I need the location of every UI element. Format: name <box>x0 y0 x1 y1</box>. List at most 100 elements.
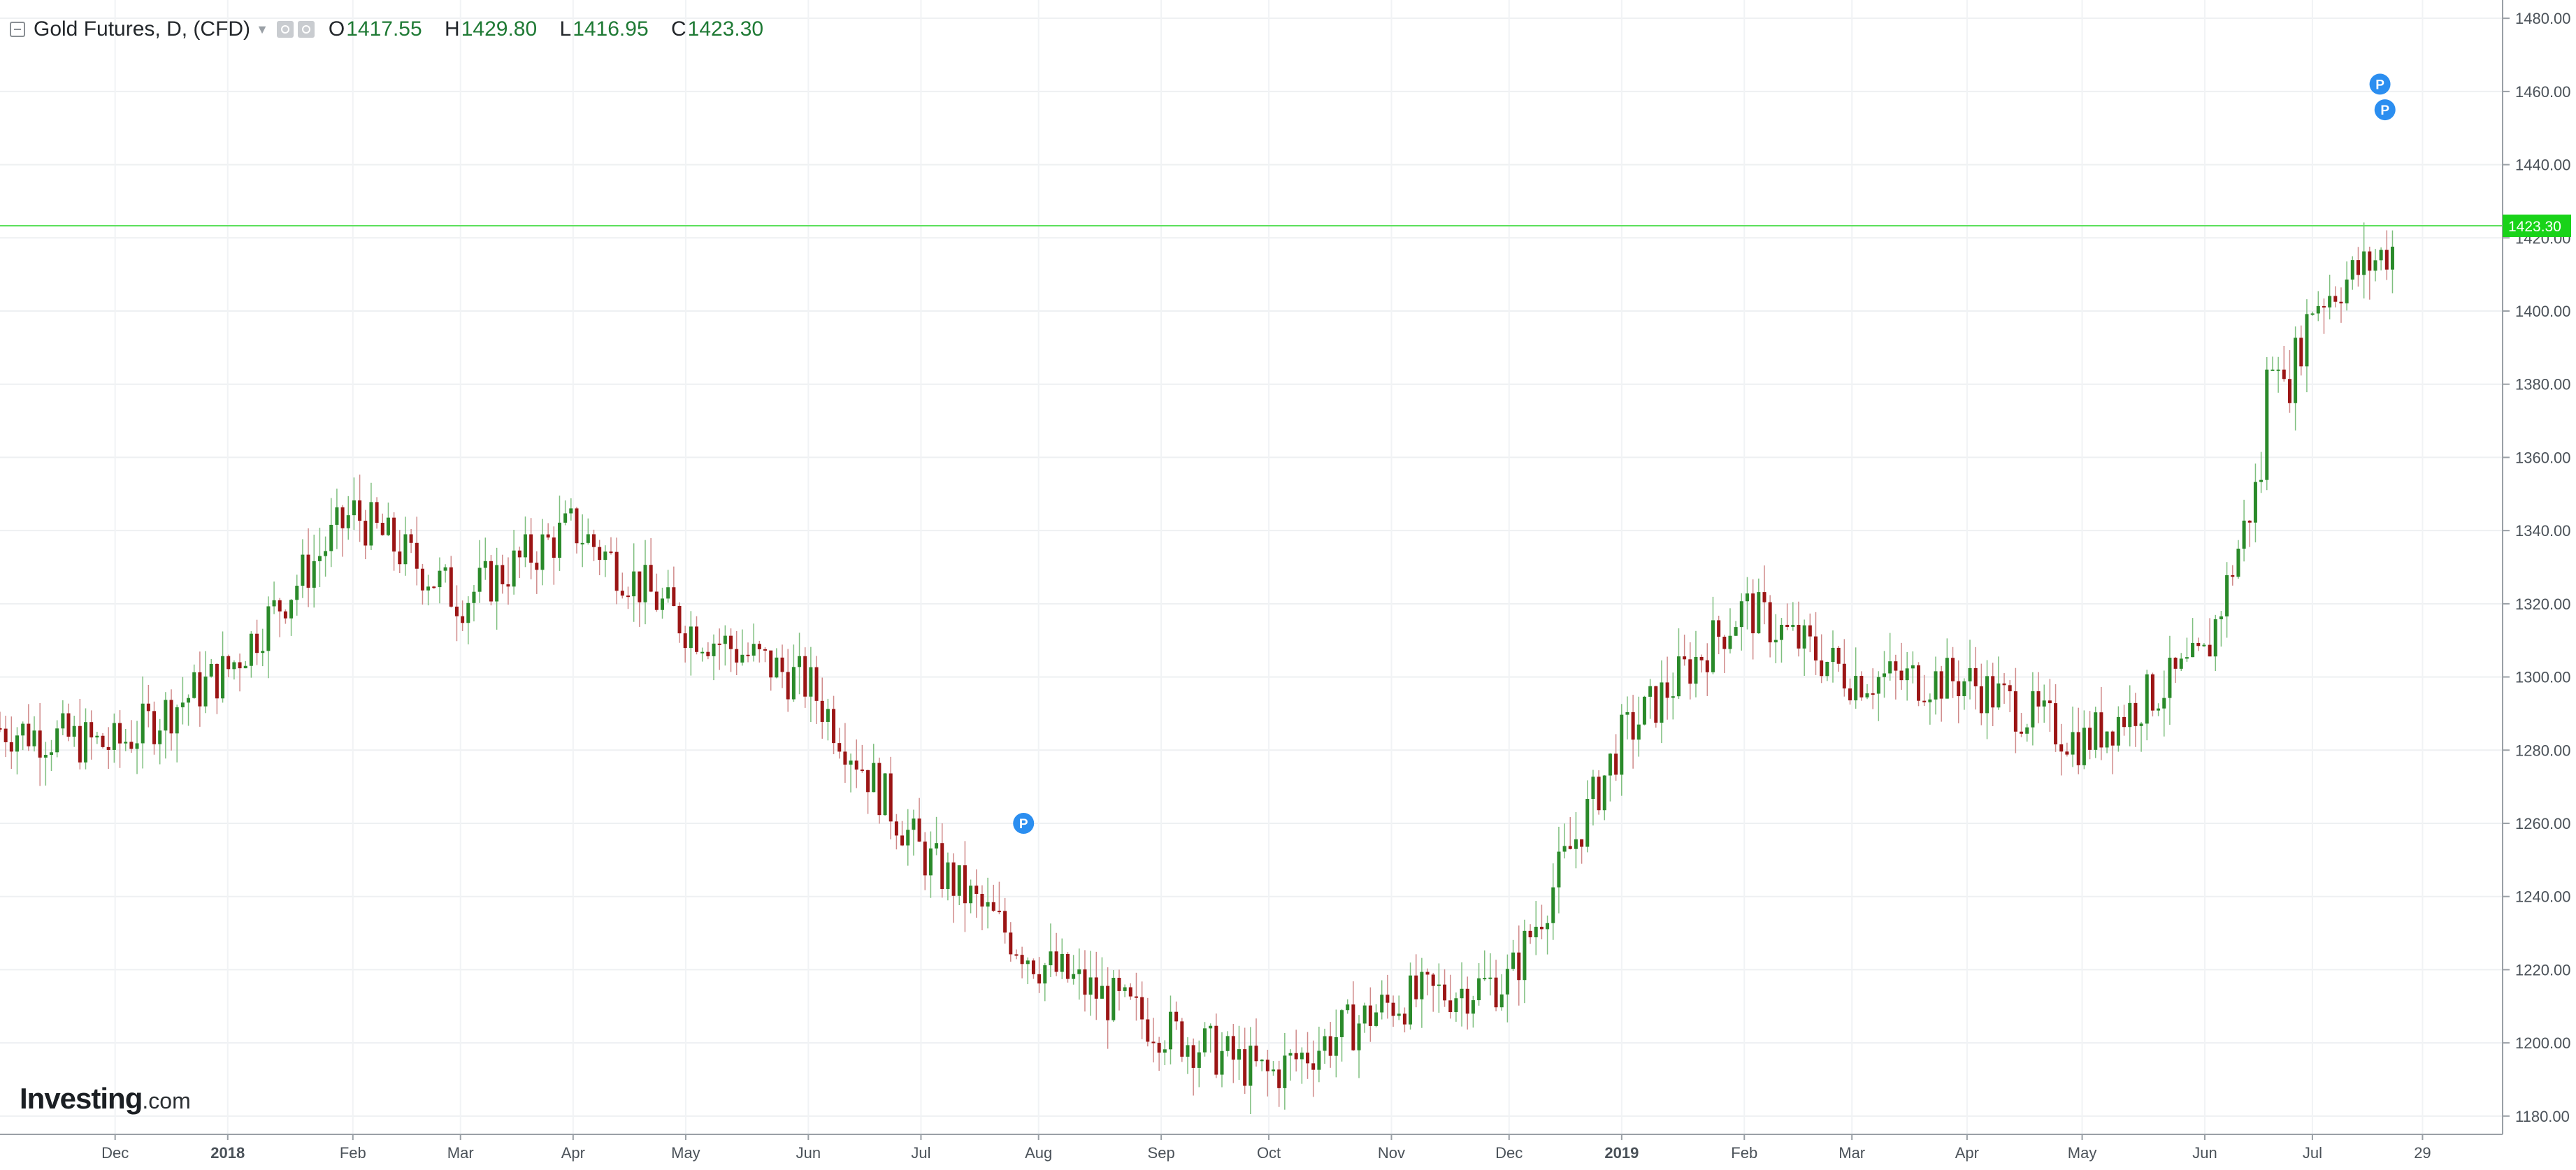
candle-body <box>301 554 305 586</box>
candle-body <box>2162 698 2166 709</box>
candle-body <box>1911 665 1915 669</box>
candle-body <box>1751 593 1755 634</box>
candle-body <box>2265 369 2269 480</box>
candle-body <box>1539 926 1544 930</box>
x-tick-label: Nov <box>1378 1144 1405 1162</box>
candle-body <box>1546 923 1550 930</box>
candle-body <box>775 657 779 678</box>
candle-body <box>1334 1037 1338 1056</box>
candle-body <box>2013 691 2017 732</box>
y-tick-label: 1380.00 <box>2515 376 2571 393</box>
marker-p[interactable]: P <box>1013 812 1035 834</box>
candle-body <box>1785 624 1790 627</box>
candle-body <box>820 700 824 722</box>
candle-body <box>626 595 631 598</box>
candle-body <box>1505 969 1509 995</box>
candle-body <box>1808 625 1812 637</box>
candle-body <box>826 709 830 722</box>
candle-body <box>2373 260 2377 271</box>
candle-body <box>169 700 173 734</box>
candle-body <box>632 571 636 597</box>
candle-body <box>1968 667 1972 681</box>
candle-body <box>1802 625 1806 649</box>
candle-body <box>2082 728 2086 765</box>
candle-body <box>1597 777 1601 811</box>
candle-body <box>2202 644 2206 647</box>
candle-body <box>780 657 784 672</box>
candle-body <box>1654 686 1658 723</box>
marker-p[interactable]: P <box>2369 73 2391 95</box>
candle-body <box>1865 693 1869 698</box>
candle-body <box>1209 1025 1213 1029</box>
candle-body <box>2094 712 2098 750</box>
candle-body <box>620 591 624 596</box>
source-icon[interactable] <box>297 21 315 38</box>
candle-body <box>1734 627 1738 636</box>
candle-body <box>1483 978 1487 980</box>
candle-body <box>1346 1004 1350 1011</box>
candle-body <box>969 886 973 904</box>
candle-body <box>666 587 670 599</box>
marker-label: P <box>2375 78 2384 92</box>
candle-body <box>1717 620 1721 637</box>
candle-body <box>1009 932 1013 955</box>
candle-body <box>1854 676 1858 701</box>
candle-body <box>84 722 88 763</box>
candle-body <box>1431 974 1435 986</box>
y-tick-label: 1280.00 <box>2515 742 2571 759</box>
candle-body <box>3 728 8 742</box>
candle-body <box>563 513 568 523</box>
candle-body <box>1642 696 1646 725</box>
candle-body <box>1094 977 1098 999</box>
candle-body <box>1294 1053 1298 1060</box>
settings-icon[interactable] <box>276 21 294 38</box>
markers[interactable]: PPP <box>1013 73 2396 834</box>
candle-body <box>2179 658 2183 669</box>
candle-body <box>1191 1045 1195 1068</box>
candle-body <box>95 735 99 738</box>
marker-p[interactable]: P <box>2374 99 2396 121</box>
candle-body <box>2059 744 2064 752</box>
candle-body <box>2322 305 2326 308</box>
collapse-icon[interactable] <box>10 22 25 37</box>
candle-body <box>1825 662 1829 677</box>
candle-body <box>1374 1012 1379 1026</box>
candle-body <box>1494 977 1498 1008</box>
x-tick-label: 2018 <box>210 1144 245 1162</box>
candle-body <box>358 500 362 521</box>
y-tick-label: 1340.00 <box>2515 522 2571 540</box>
instrument-title[interactable]: Gold Futures, D, (CFD) <box>34 17 251 41</box>
candle-body <box>2134 702 2138 726</box>
candle-body <box>1225 1036 1230 1051</box>
x-tick-label: Apr <box>1955 1144 1979 1162</box>
candle-body <box>1939 671 1943 699</box>
candle-body <box>786 672 790 700</box>
candle-body <box>27 723 31 746</box>
candle-body <box>1420 972 1424 999</box>
candle-body <box>1894 661 1898 671</box>
candle-body <box>2253 482 2257 523</box>
candle-body <box>683 633 687 649</box>
candle-body <box>1791 625 1795 627</box>
candle-body <box>1106 985 1110 1020</box>
logo-brand: Investing <box>20 1082 143 1115</box>
candle-body <box>529 534 533 563</box>
candle-body <box>1460 988 1464 999</box>
candle-body <box>2368 251 2372 271</box>
candle-body <box>2219 616 2223 620</box>
candle-body <box>2008 685 2012 692</box>
candle-body <box>2356 260 2360 275</box>
investing-logo[interactable]: Investing.com <box>20 1082 191 1115</box>
chevron-down-icon[interactable]: ▼ <box>256 22 268 36</box>
candle-body <box>1340 1010 1344 1037</box>
candle-body <box>1243 1049 1247 1086</box>
candle-body <box>272 600 276 607</box>
candle-body <box>1254 1046 1258 1062</box>
candle-body <box>1351 1004 1355 1050</box>
candle-body <box>643 565 647 602</box>
candle-body <box>141 703 145 744</box>
candle-body <box>1888 661 1892 674</box>
y-tick-label: 1200.00 <box>2515 1034 2571 1052</box>
